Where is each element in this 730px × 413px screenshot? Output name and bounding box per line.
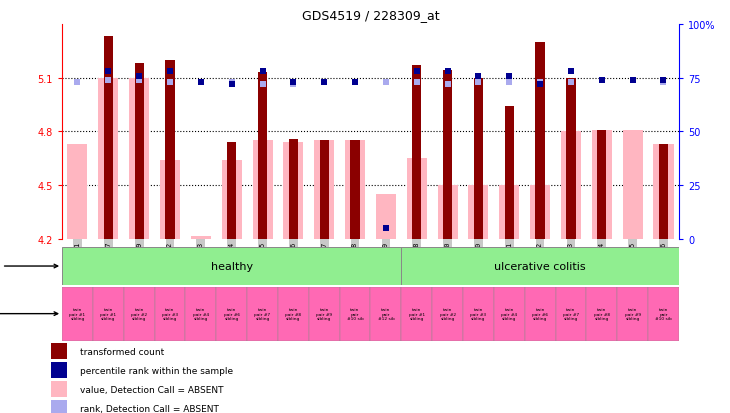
Bar: [412, 66, 421, 240]
Bar: [345, 141, 365, 240]
Text: twin
pair #9
sibling: twin pair #9 sibling: [316, 307, 332, 320]
Bar: [592, 131, 612, 240]
Bar: [166, 61, 174, 240]
Bar: [653, 145, 674, 240]
Bar: [469, 186, 488, 240]
Bar: [463, 287, 493, 341]
Bar: [648, 287, 679, 341]
Text: twin
pair
#12 sib: twin pair #12 sib: [377, 307, 394, 320]
Bar: [623, 131, 642, 240]
Text: value, Detection Call = ABSENT: value, Detection Call = ABSENT: [80, 385, 224, 394]
Bar: [62, 287, 93, 341]
Bar: [104, 37, 113, 240]
Text: twin
pair
#10 sib: twin pair #10 sib: [655, 307, 672, 320]
Text: transformed count: transformed count: [80, 347, 164, 356]
Bar: [443, 71, 452, 240]
Bar: [586, 287, 617, 341]
Bar: [566, 78, 575, 240]
Bar: [62, 248, 402, 285]
Bar: [289, 139, 298, 240]
Bar: [350, 141, 360, 240]
Bar: [339, 287, 371, 341]
Bar: [402, 248, 679, 285]
Text: twin
pair #1
sibling: twin pair #1 sibling: [69, 307, 85, 320]
Bar: [124, 287, 155, 341]
Bar: [253, 141, 272, 240]
Bar: [402, 287, 432, 341]
Bar: [407, 159, 427, 240]
Bar: [51, 344, 67, 359]
Bar: [493, 287, 525, 341]
Bar: [227, 143, 237, 240]
Bar: [371, 287, 402, 341]
Bar: [247, 287, 278, 341]
Text: twin
pair #1
sibling: twin pair #1 sibling: [409, 307, 425, 320]
Bar: [129, 78, 149, 240]
Text: twin
pair #9
sibling: twin pair #9 sibling: [625, 307, 641, 320]
Bar: [51, 363, 67, 378]
Bar: [556, 287, 586, 341]
Bar: [155, 287, 185, 341]
Bar: [67, 145, 88, 240]
Bar: [536, 43, 545, 240]
Bar: [525, 287, 556, 341]
Text: twin
pair #2
sibling: twin pair #2 sibling: [131, 307, 147, 320]
Bar: [597, 131, 607, 240]
Bar: [320, 141, 328, 240]
Text: healthy: healthy: [211, 261, 253, 271]
Bar: [222, 161, 242, 240]
Text: twin
pair #7
sibling: twin pair #7 sibling: [255, 307, 271, 320]
Bar: [499, 186, 519, 240]
Text: twin
pair #4
sibling: twin pair #4 sibling: [193, 307, 209, 320]
Bar: [617, 287, 648, 341]
Text: percentile rank within the sample: percentile rank within the sample: [80, 366, 234, 375]
Text: twin
pair #6
sibling: twin pair #6 sibling: [223, 307, 239, 320]
Bar: [216, 287, 247, 341]
Text: ulcerative colitis: ulcerative colitis: [494, 261, 586, 271]
Text: twin
pair
#10 sib: twin pair #10 sib: [347, 307, 364, 320]
Bar: [283, 143, 304, 240]
Bar: [191, 236, 211, 240]
Bar: [278, 287, 309, 341]
Bar: [160, 161, 180, 240]
Text: twin
pair #2
sibling: twin pair #2 sibling: [439, 307, 456, 320]
Text: twin
pair #8
sibling: twin pair #8 sibling: [285, 307, 301, 320]
Bar: [530, 186, 550, 240]
Text: twin
pair #6
sibling: twin pair #6 sibling: [532, 307, 548, 320]
Bar: [561, 132, 581, 240]
Bar: [51, 400, 67, 413]
Text: twin
pair #7
sibling: twin pair #7 sibling: [563, 307, 579, 320]
Text: rank, Detection Call = ABSENT: rank, Detection Call = ABSENT: [80, 404, 219, 413]
Text: twin
pair #3
sibling: twin pair #3 sibling: [162, 307, 178, 320]
Bar: [51, 382, 67, 397]
Bar: [185, 287, 216, 341]
Text: twin
pair #4
sibling: twin pair #4 sibling: [502, 307, 518, 320]
Bar: [376, 195, 396, 240]
Bar: [474, 78, 483, 240]
Title: GDS4519 / 228309_at: GDS4519 / 228309_at: [301, 9, 439, 22]
Bar: [504, 107, 514, 240]
Bar: [437, 186, 458, 240]
Bar: [258, 73, 267, 240]
Text: twin
pair #8
sibling: twin pair #8 sibling: [593, 307, 610, 320]
Bar: [314, 141, 334, 240]
Text: individual: individual: [0, 309, 58, 318]
Text: disease state: disease state: [0, 262, 58, 271]
Bar: [99, 78, 118, 240]
Bar: [659, 145, 668, 240]
Bar: [432, 287, 463, 341]
Text: twin
pair #3
sibling: twin pair #3 sibling: [470, 307, 486, 320]
Bar: [134, 64, 144, 240]
Text: twin
pair #1
sibling: twin pair #1 sibling: [100, 307, 116, 320]
Bar: [309, 287, 339, 341]
Bar: [93, 287, 124, 341]
